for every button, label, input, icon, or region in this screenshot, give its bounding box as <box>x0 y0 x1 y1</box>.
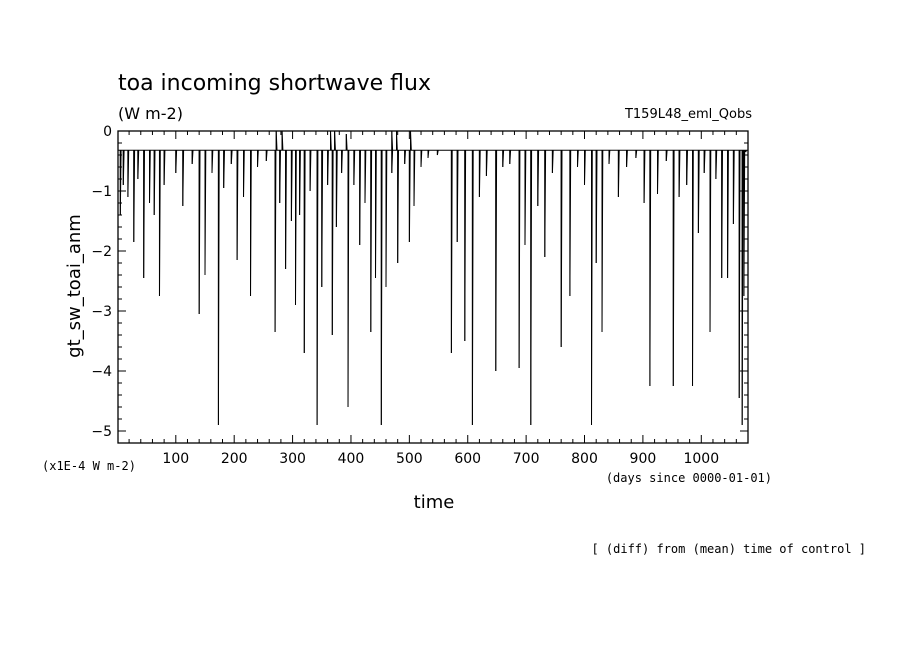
x-tick-label: 400 <box>338 451 365 467</box>
x-tick-label: 600 <box>454 451 481 467</box>
x-tick-label: 500 <box>396 451 423 467</box>
x-tick-label: 300 <box>279 451 306 467</box>
y-axis: 0 −1 −2 −3 −4 −5 <box>91 124 748 440</box>
y-tick-label: −1 <box>91 184 112 200</box>
x-tick-label: 900 <box>630 451 657 467</box>
x-tick-label: 100 <box>162 451 189 467</box>
series-line <box>118 130 748 426</box>
run-label: T159L48_eml_Qobs <box>624 107 752 122</box>
x-tick-label: 1000 <box>683 451 719 467</box>
x-axis: 100 200 300 400 500 600 700 800 900 1000 <box>128 131 749 467</box>
plot-frame <box>117 130 749 444</box>
y-axis-label: gt_sw_toai_anm <box>64 214 85 358</box>
x-units-note: (days since 0000-01-01) <box>606 471 772 485</box>
chart-units: (W m-2) <box>118 104 183 123</box>
y-tick-label: −4 <box>91 364 112 380</box>
y-scale-note: (x1E-4 W m-2) <box>42 459 136 473</box>
footnote: [ (diff) from (mean) time of control ] <box>591 542 866 556</box>
y-tick-label: −3 <box>91 304 112 320</box>
x-tick-label: 800 <box>571 451 598 467</box>
plot-area <box>117 130 749 444</box>
y-tick-label: −5 <box>91 424 112 440</box>
x-axis-label: time <box>414 492 455 513</box>
y-tick-label: −2 <box>91 244 112 260</box>
chart-title: toa incoming shortwave flux <box>118 71 431 96</box>
y-tick-label: 0 <box>103 124 112 140</box>
x-tick-label: 700 <box>513 451 540 467</box>
x-tick-label: 200 <box>221 451 248 467</box>
